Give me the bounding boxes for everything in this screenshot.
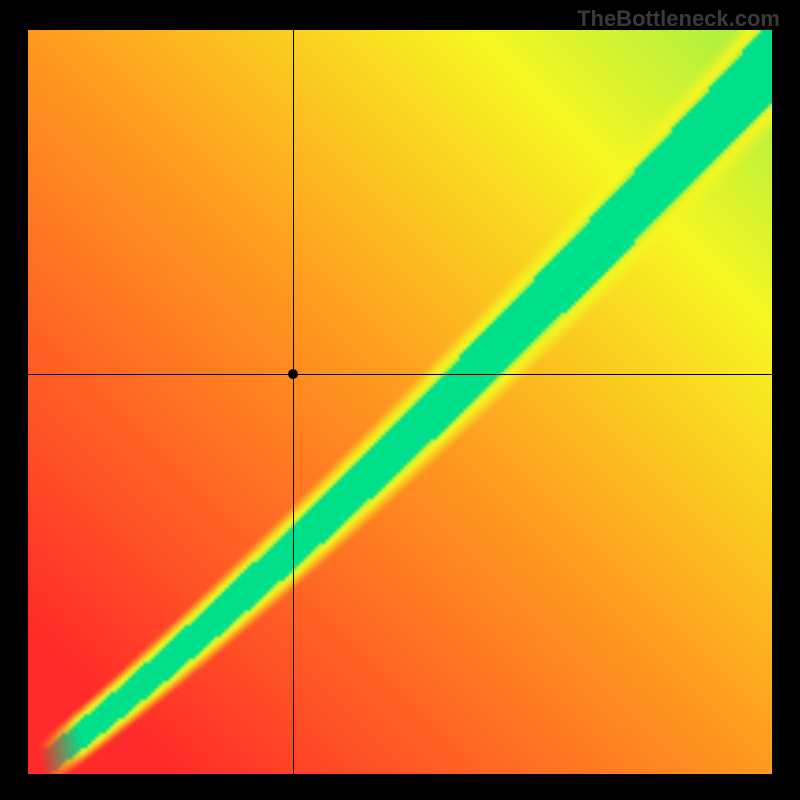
crosshair-horizontal — [28, 374, 772, 375]
crosshair-vertical — [293, 30, 294, 774]
heatmap-canvas — [28, 30, 772, 774]
heatmap-plot-area — [28, 30, 772, 774]
data-point-marker — [288, 369, 298, 379]
watermark-text: TheBottleneck.com — [577, 6, 780, 32]
